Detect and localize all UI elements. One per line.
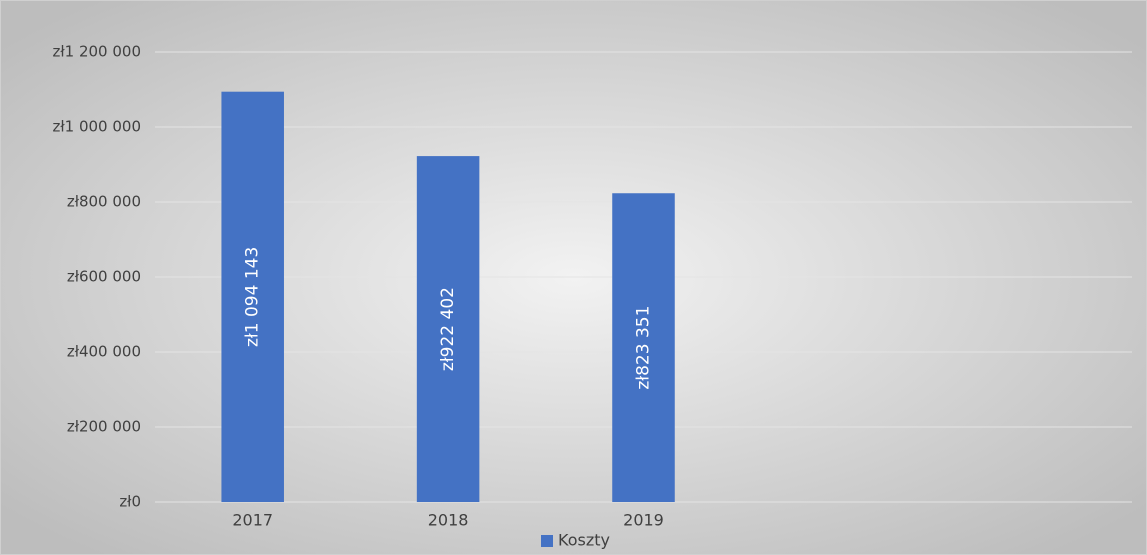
y-tick-label: zł400 000 (67, 343, 141, 361)
x-tick-label: 2017 (232, 511, 273, 530)
data-label: zł1 094 143 (243, 247, 263, 347)
y-tick-label: zł600 000 (67, 268, 141, 286)
x-tick-label: 2019 (623, 511, 664, 530)
data-label: zł823 351 (634, 306, 654, 390)
y-tick-label: zł0 (119, 493, 141, 511)
y-tick-label: zł1 000 000 (53, 118, 141, 136)
y-tick-label: zł1 200 000 (53, 43, 141, 61)
bar (416, 156, 480, 502)
bar (612, 193, 675, 502)
bar (221, 91, 284, 502)
data-label: zł922 402 (438, 287, 458, 371)
legend-label: Koszty (558, 531, 610, 550)
legend-swatch (541, 535, 553, 547)
x-tick-label: 2018 (428, 511, 469, 530)
y-tick-label: zł200 000 (67, 418, 141, 436)
y-tick-label: zł800 000 (67, 193, 141, 211)
